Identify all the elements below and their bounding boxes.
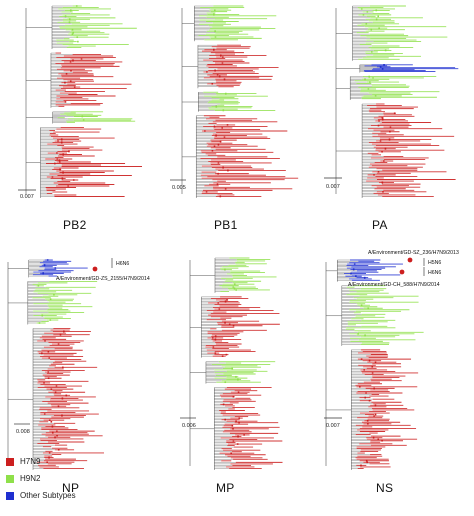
ns-strain-2-label: A/Environment/GD-CH_588/H7N9/2014 <box>348 282 440 288</box>
tree-branches <box>325 259 424 470</box>
panel-ns: 0.007 A/Environment/GD-SZ_236/H7N9/2013 H5… <box>316 250 470 505</box>
ns-h6n6-label: H6N6 <box>428 270 441 276</box>
clade-other-subtypes <box>8 259 88 278</box>
scale-bar-value: 0.007 <box>326 184 340 190</box>
legend-swatch-h9n2 <box>6 475 14 483</box>
clade-h9n2 <box>182 91 276 112</box>
clade-h9n2 <box>336 75 440 100</box>
np-strain-marker <box>92 266 98 272</box>
scale-bar: 0.007 <box>324 417 342 429</box>
clade-h7n9 <box>190 387 283 470</box>
clade-h9n2 <box>182 5 277 42</box>
np-h6n6-label: H6N6 <box>116 261 129 267</box>
tree-branches <box>189 257 283 470</box>
panel-label-mp: MP <box>216 481 235 495</box>
scale-bar-value: 0.005 <box>172 185 186 191</box>
clade-h9n2 <box>8 280 98 325</box>
tree-branches <box>7 259 104 470</box>
ns-annotations: A/Environment/GD-SZ_236/H7N9/2013 H5N6 H6N… <box>348 250 459 288</box>
tree-branches <box>181 5 299 198</box>
panel-mp: 0.006 MP <box>166 250 312 505</box>
scale-bar-value: 0.006 <box>182 423 196 429</box>
legend-label-h9n2: H9N2 <box>20 474 41 483</box>
clade-h7n9 <box>8 328 104 470</box>
tree-branches <box>335 5 459 198</box>
tree-pa: 0.007 <box>324 5 459 198</box>
clade-h9n2 <box>336 5 448 61</box>
scale-bar: 0.005 <box>170 179 186 191</box>
clade-h7n9 <box>326 349 419 470</box>
panel-label-pb2: PB2 <box>63 218 87 232</box>
ns-h5n6-label: H5N6 <box>428 260 441 266</box>
ns-strain-1-marker <box>407 257 413 263</box>
scale-bar-value: 0.007 <box>326 423 340 429</box>
tree-mp: 0.006 <box>180 257 283 470</box>
ns-strain-1-label: A/Environment/GD-SZ_236/H7N9/2013 <box>368 250 459 256</box>
scale-bar-value: 0.007 <box>20 194 34 200</box>
clade-h7n9 <box>26 52 132 108</box>
scale-bar: 0.008 <box>14 423 30 435</box>
scale-bar: 0.007 <box>324 177 342 190</box>
np-annotations: H6N6 A/Environment/GD-ZS_2155/H7N9/2014 <box>56 258 150 282</box>
legend: H7N9 H9N2 Other Subtypes <box>6 455 166 515</box>
clade-h7n9 <box>26 127 142 198</box>
panel-label-pa: PA <box>372 218 388 232</box>
tree-pb1: 0.005 <box>170 5 299 198</box>
tree-np: 0.008 H6N6 A/Environment/GD-ZS_2155/H7N9/2… <box>7 258 150 470</box>
clade-h9n2 <box>326 285 424 346</box>
legend-swatch-h7n9 <box>6 458 14 466</box>
legend-label-h7n9: H7N9 <box>20 457 41 466</box>
tree-branches <box>25 5 142 198</box>
clade-h7n9 <box>182 115 299 198</box>
clade-other-subtypes <box>336 64 459 73</box>
panel-pa: 0.007 PA <box>318 0 468 240</box>
scale-bar-value: 0.008 <box>16 429 30 435</box>
clade-h7n9 <box>336 103 456 198</box>
np-strain-label: A/Environment/GD-ZS_2155/H7N9/2014 <box>56 276 150 282</box>
clade-h9n2 <box>190 361 276 384</box>
ns-strain-2-marker <box>399 269 405 275</box>
legend-swatch-other <box>6 492 14 500</box>
panel-label-np: NP <box>62 481 80 495</box>
tree-ns: 0.007 A/Environment/GD-SZ_236/H7N9/2013 H5… <box>324 250 459 470</box>
panel-np: 0.008 H6N6 A/Environment/GD-ZS_2155/H7N9/2… <box>4 250 154 505</box>
legend-label-other: Other Subtypes <box>20 491 76 500</box>
clade-h9n2 <box>190 257 277 293</box>
clade-h7n9 <box>182 44 279 89</box>
clade-h9n2 <box>26 111 136 124</box>
scale-bar: 0.006 <box>180 417 196 429</box>
scale-bar: 0.007 <box>18 189 36 200</box>
clade-h7n9 <box>190 296 280 358</box>
panel-pb1: 0.005 PB1 <box>162 0 308 240</box>
clade-other-subtypes <box>326 259 403 282</box>
panel-label-ns: NS <box>376 481 394 495</box>
panel-label-pb1: PB1 <box>214 218 238 232</box>
tree-pb2: 0.007 <box>18 5 142 200</box>
clade-h9n2 <box>26 5 137 50</box>
panel-pb2: 0.007 PB2 <box>10 0 156 240</box>
